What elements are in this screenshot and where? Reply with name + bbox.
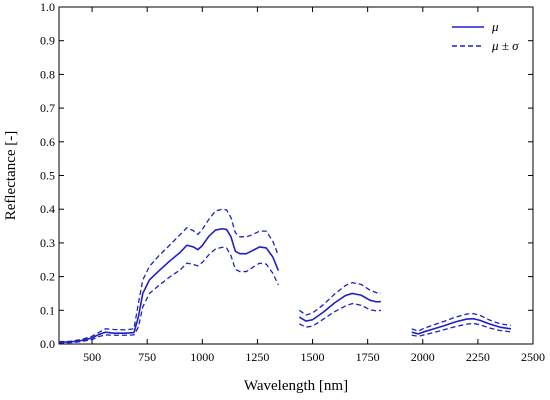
mean-line-segment-3 (411, 317, 512, 335)
legend-std-label: μ ± σ (491, 38, 519, 53)
legend: μ μ ± σ (452, 19, 519, 53)
x-tick-label: 1250 (245, 350, 269, 364)
y-tick-label: 0.9 (40, 34, 55, 48)
x-tick-label: 750 (138, 350, 156, 364)
y-tick-label: 0.3 (40, 236, 55, 250)
mean-line-segment-1 (58, 227, 280, 344)
y-tick-label: 0.6 (40, 135, 55, 149)
y-tick-label: 0.2 (40, 270, 55, 284)
plot-area (58, 6, 534, 345)
y-tick-label: 1.0 (40, 0, 55, 14)
mean-line-segment-2 (298, 292, 381, 322)
x-axis-ticks: 500 750 1000 1250 1500 1750 2000 2250 2500 (83, 7, 545, 364)
std-line-segment-2 (298, 282, 381, 316)
std-line-segment-1 (58, 246, 279, 344)
std-line-segment-3 (411, 313, 512, 332)
y-tick-label: 0.5 (40, 169, 55, 183)
x-tick-label: 2000 (411, 350, 435, 364)
x-tick-label: 1500 (301, 350, 325, 364)
x-tick-label: 2250 (466, 350, 490, 364)
y-tick-label: 0.1 (40, 303, 55, 317)
x-tick-label: 2500 (521, 350, 545, 364)
series-layer (58, 208, 512, 344)
y-tick-label: 0.7 (40, 101, 55, 115)
y-tick-label: 0.0 (40, 337, 55, 351)
x-tick-label: 1750 (356, 350, 380, 364)
y-tick-label: 0.8 (40, 67, 55, 81)
legend-mean-label: μ (491, 19, 499, 34)
std-line-segment-3 (411, 322, 512, 337)
x-tick-label: 1000 (190, 350, 214, 364)
std-line-segment-1 (58, 208, 279, 343)
std-line-segment-2 (299, 302, 381, 328)
y-tick-label: 0.4 (40, 202, 55, 216)
y-axis-label: Reflectance [-] (3, 131, 19, 221)
x-tick-label: 500 (83, 350, 101, 364)
y-axis-ticks: 0.0 0.1 0.2 0.3 0.4 0.5 0.6 0.7 0.8 0.9 1.0 (40, 0, 533, 351)
x-axis-label: Wavelength [nm] (244, 378, 348, 394)
